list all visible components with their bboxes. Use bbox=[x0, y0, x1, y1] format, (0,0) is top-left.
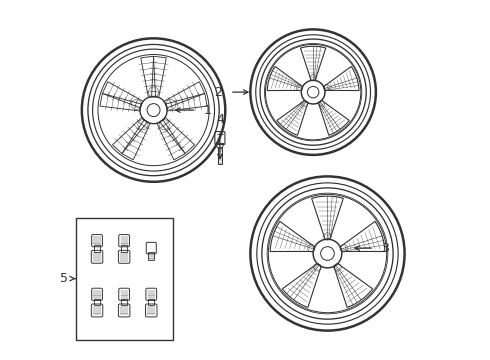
Bar bbox=[148, 299, 154, 305]
Bar bbox=[148, 252, 154, 260]
Bar bbox=[94, 245, 100, 252]
Bar bbox=[218, 148, 222, 164]
Text: 5: 5 bbox=[60, 272, 68, 285]
Text: 2: 2 bbox=[214, 86, 222, 99]
Bar bbox=[76, 218, 172, 339]
Bar bbox=[121, 299, 127, 305]
Text: 3: 3 bbox=[381, 242, 389, 255]
Bar bbox=[121, 245, 127, 252]
Bar bbox=[94, 299, 100, 305]
Text: 4: 4 bbox=[216, 113, 224, 126]
Text: 1: 1 bbox=[204, 104, 212, 117]
